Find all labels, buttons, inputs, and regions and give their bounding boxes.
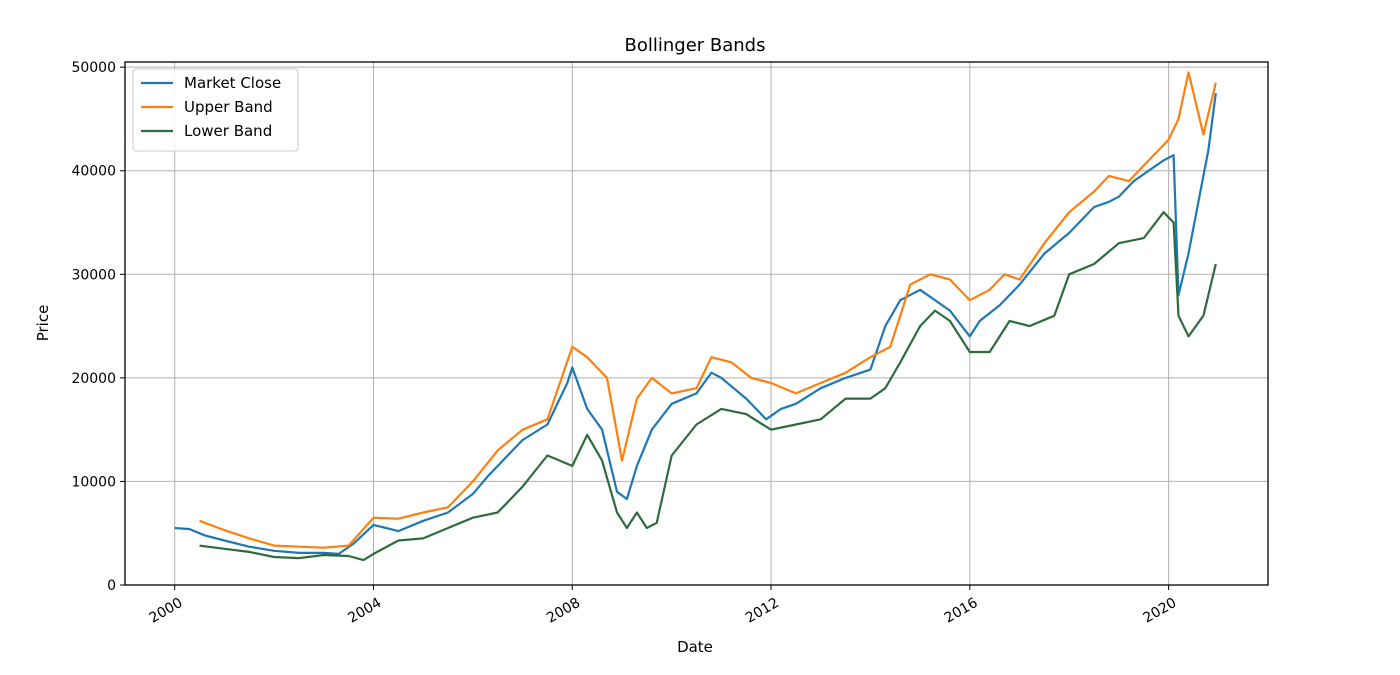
y-tick-label: 40000	[71, 164, 116, 180]
y-tick-label: 30000	[71, 267, 116, 283]
plot-series	[174, 71, 1217, 562]
y-axis-title: Price	[34, 305, 52, 342]
y-tick-label: 10000	[71, 474, 116, 490]
legend-label-upper-band: Upper Band	[184, 98, 273, 116]
series-line-lower-band	[199, 211, 1217, 562]
legend: Market Close Upper Band Lower Band	[132, 68, 299, 152]
x-axis-title: Date	[677, 638, 713, 656]
legend-box	[132, 68, 299, 152]
y-tick-label: 50000	[71, 60, 116, 76]
series-line-market-close	[174, 92, 1217, 556]
y-tick-label: 20000	[71, 371, 116, 387]
plot-frame	[124, 61, 1269, 586]
legend-label-market-close: Market Close	[184, 74, 281, 92]
y-tick-label: 0	[107, 578, 116, 594]
y-axis: 0 10000 20000 30000 40000 50000	[71, 60, 125, 594]
legend-label-lower-band: Lower Band	[184, 122, 272, 140]
series-line-upper-band	[199, 71, 1217, 549]
chart-title: Bollinger Bands	[625, 35, 766, 56]
